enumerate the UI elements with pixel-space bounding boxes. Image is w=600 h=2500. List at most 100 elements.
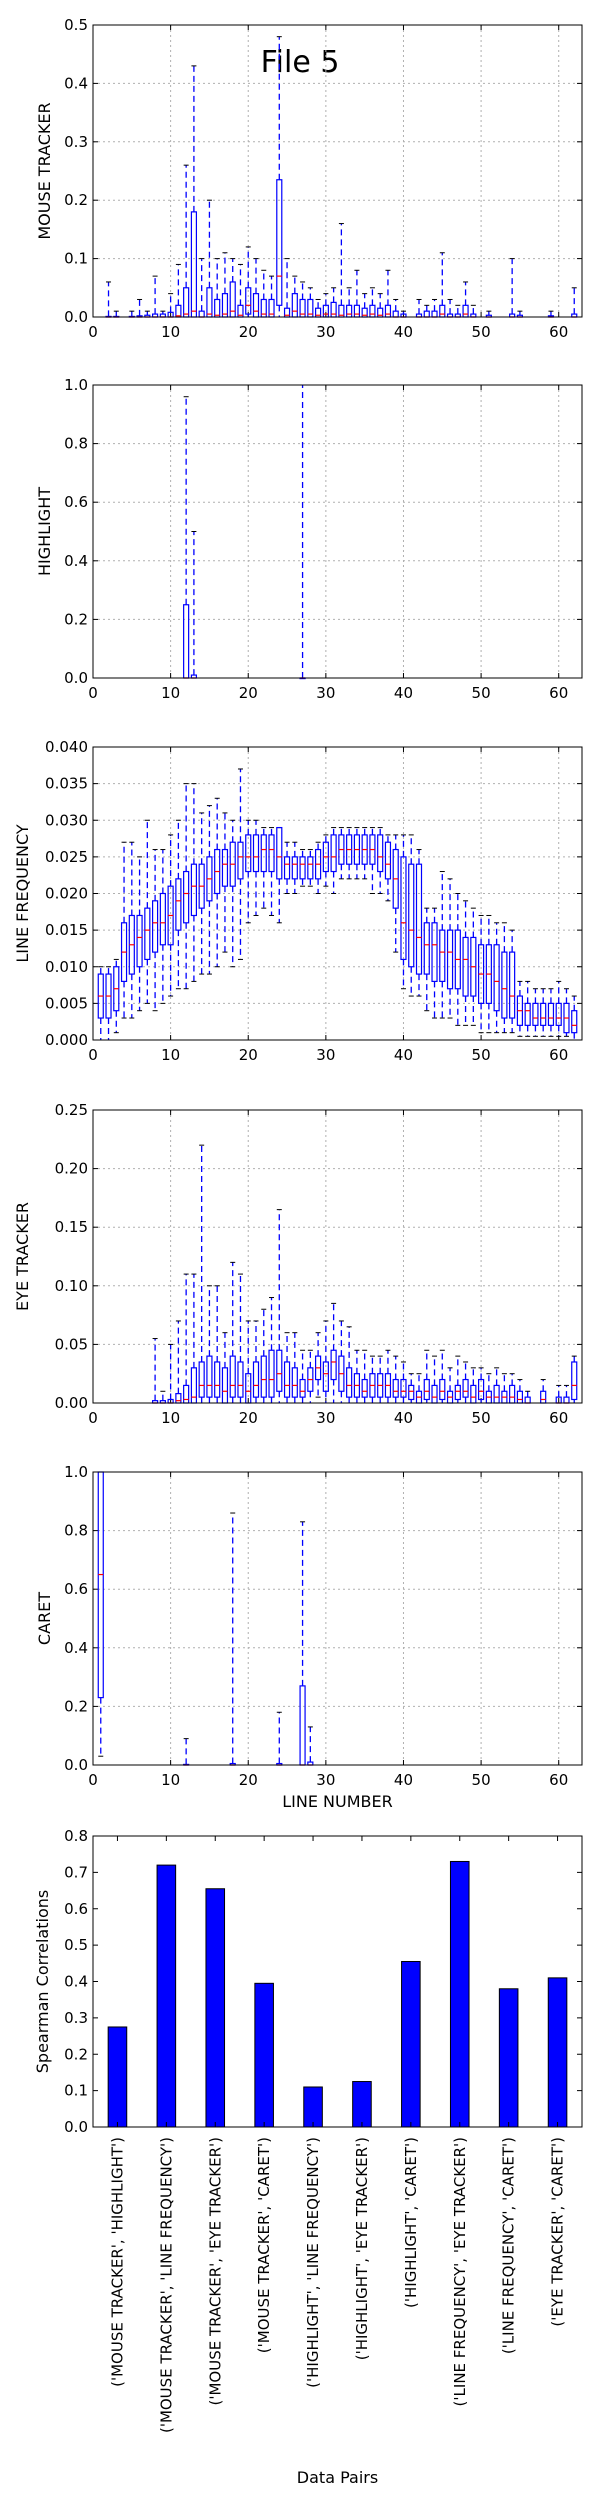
box-body — [431, 922, 438, 982]
bar-2 — [156, 1864, 177, 2128]
box-line-61 — [563, 1384, 570, 1404]
x-tick-label: 40 — [394, 1771, 413, 1789]
x-tick-label: 30 — [316, 684, 335, 702]
panel-2: 0.0 0.2 0.4 0.6 0.8 1.0 0 10 20 30 40 50 60 HIGHLIGHT — [35, 376, 583, 702]
box-body — [462, 1378, 469, 1398]
box-line-49 — [470, 907, 477, 1026]
box-line-7 — [144, 819, 151, 1004]
box-line-16 — [214, 797, 221, 968]
box-body — [175, 878, 182, 931]
x-category-label: ('MOUSE TRACKER', 'EYE TRACKER') — [206, 2137, 224, 2405]
box-line-56 — [524, 1390, 531, 1404]
box-body — [276, 1349, 283, 1392]
box-line-58 — [540, 1379, 547, 1404]
box-line-44 — [431, 907, 438, 1019]
box-line-51 — [485, 310, 492, 318]
y-tick-label: 0.010 — [45, 958, 88, 976]
box-line-22 — [260, 269, 267, 318]
x-tick-label: 0 — [88, 684, 98, 702]
box-body — [439, 304, 446, 318]
box-line-30 — [322, 834, 329, 887]
box-line-13 — [190, 783, 198, 982]
axes-frame — [92, 1109, 583, 1404]
x-tick-label: 0 — [88, 323, 98, 341]
box-line-47 — [454, 304, 461, 318]
box-line-31 — [330, 287, 337, 318]
panel-6: 0.0 0.1 0.2 0.3 0.4 0.5 0.6 0.7 0.8 ('MOUSE TRACK… — [33, 1827, 583, 2487]
box-body — [245, 287, 252, 315]
box-line-20 — [245, 819, 252, 924]
box-line-26 — [291, 275, 298, 318]
box-body — [299, 856, 306, 880]
panel-5: 0.0 0.2 0.4 0.6 0.8 1.0 0 10 20 30 40 50 60 CARET LINE… — [35, 1463, 583, 1811]
x-tick-label: 10 — [161, 684, 180, 702]
box-body — [190, 211, 198, 318]
box-body — [477, 1378, 485, 1401]
x-category-label: ('HIGHLIGHT', 'LINE FREQUENCY') — [304, 2137, 322, 2388]
box-line-26 — [291, 1332, 298, 1404]
box-line-62 — [571, 995, 578, 1041]
box-body — [221, 1367, 229, 1404]
bar-5 — [303, 2086, 323, 2128]
y-tick-label: 0.005 — [45, 994, 88, 1012]
bar-1 — [107, 2026, 128, 2128]
box-line-37 — [377, 1355, 384, 1404]
box-body — [229, 1355, 236, 1398]
y-tick-label: 0.035 — [45, 775, 88, 793]
box-line-18 — [229, 1512, 236, 1766]
box-line-33 — [346, 287, 353, 318]
box-line-10 — [167, 834, 174, 997]
bar-10 — [547, 1977, 568, 2128]
y-tick-label: 0.25 — [55, 1101, 88, 1119]
box-line-43 — [423, 304, 430, 318]
box-line-26 — [291, 841, 298, 894]
box-line-9 — [159, 849, 166, 1004]
x-tick-label: 10 — [161, 1046, 180, 1064]
x-tick-label: 20 — [239, 1409, 258, 1427]
box-line-18 — [229, 258, 236, 318]
box-line-56 — [524, 980, 531, 1037]
y-tick-label: 0.8 — [64, 435, 88, 453]
box-body — [524, 1002, 531, 1026]
box-body — [291, 293, 298, 318]
box-line-18 — [229, 1261, 236, 1404]
y-tick-label: 0.3 — [64, 2009, 88, 2027]
box-line-34 — [353, 269, 361, 318]
box-body — [252, 834, 260, 873]
box-body — [571, 1361, 578, 1401]
box-body — [408, 863, 415, 968]
box-line-28 — [307, 849, 314, 887]
box-line-28 — [307, 1349, 314, 1404]
box-body — [493, 1384, 500, 1404]
box-body — [540, 1390, 547, 1404]
box-body — [454, 1384, 461, 1401]
box-body — [198, 1361, 205, 1398]
box-line-55 — [516, 980, 524, 1037]
box-body — [97, 1471, 104, 1699]
box-line-32 — [338, 827, 345, 880]
x-tick-label: 30 — [316, 1771, 335, 1789]
box-line-27 — [299, 281, 306, 318]
box-body — [516, 1390, 524, 1404]
y-tick-label: 0.6 — [64, 1580, 88, 1598]
y-tick-label: 0.10 — [55, 1277, 88, 1295]
box-body — [509, 951, 516, 1019]
bar-8 — [449, 1860, 470, 2128]
x-axis-label: LINE NUMBER — [282, 1792, 392, 1811]
box-body — [175, 1393, 182, 1404]
box-line-5 — [128, 310, 135, 318]
box-line-30 — [322, 1320, 329, 1404]
box-line-62 — [571, 287, 578, 318]
y-tick-label: 0.3 — [64, 133, 88, 151]
y-axis-label: CARET — [35, 1592, 54, 1645]
axes-frame — [92, 24, 583, 318]
box-body — [431, 310, 438, 318]
box-line-49 — [470, 304, 477, 318]
box-line-38 — [384, 1349, 392, 1404]
box-line-15 — [206, 1285, 213, 1404]
box-line-46 — [446, 878, 454, 1019]
box-line-53 — [501, 1373, 508, 1404]
box-line-12 — [183, 396, 190, 679]
y-tick-label: 0.8 — [64, 1522, 88, 1540]
